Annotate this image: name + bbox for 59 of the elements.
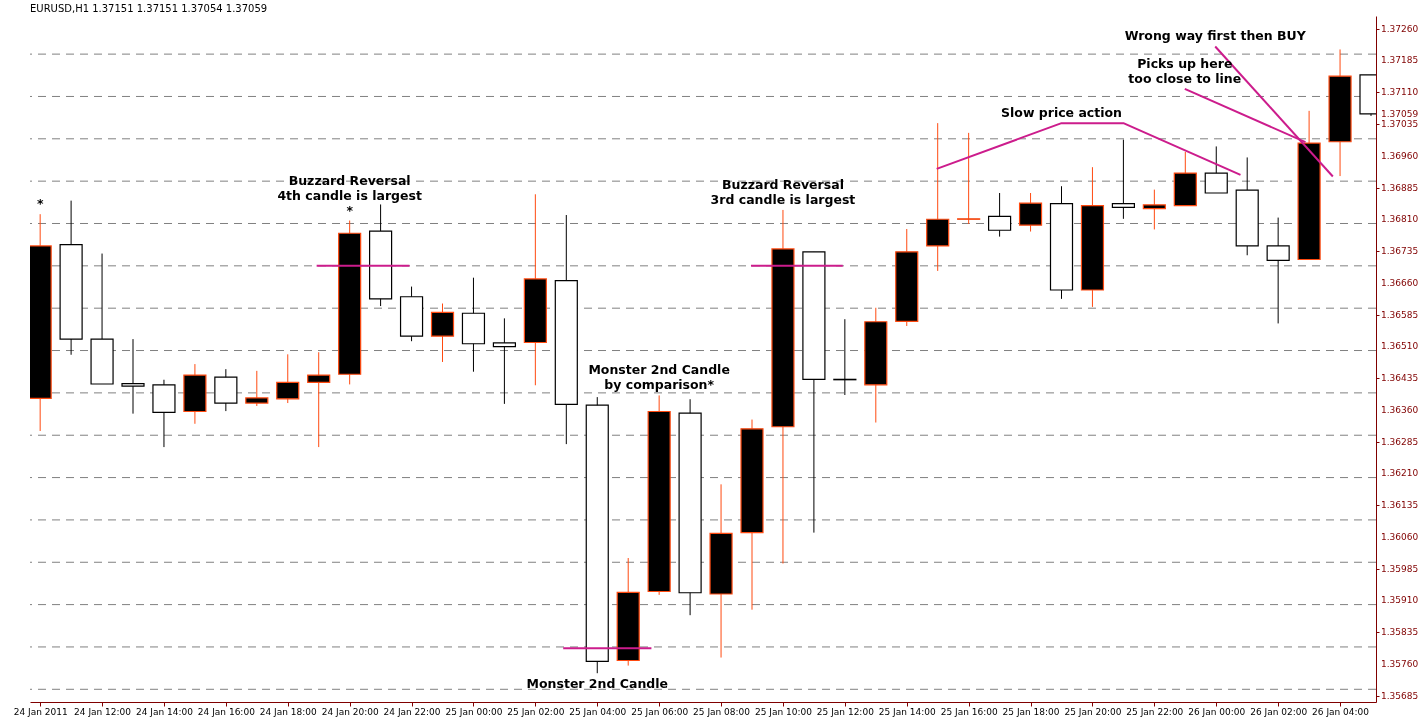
- x-tick-label: 24 Jan 2011: [13, 706, 68, 717]
- annotation: 3rd candle is largest: [710, 191, 856, 207]
- y-tick-label: 1.36135: [1381, 500, 1418, 511]
- y-tick-label: 1.37260: [1381, 23, 1418, 34]
- x-tick-label: 25 Jan 22:00: [1126, 706, 1184, 717]
- annotation: by comparison*: [604, 377, 715, 393]
- x-tick-label: 26 Jan 02:00: [1250, 706, 1308, 717]
- x-tick-label: 25 Jan 08:00: [693, 706, 751, 717]
- x-tick-label: 24 Jan 12:00: [74, 706, 132, 717]
- annotation: *: [36, 196, 44, 212]
- y-tick-label: 1.36885: [1381, 182, 1418, 193]
- x-tick-label: 26 Jan 00:00: [1188, 706, 1246, 717]
- y-tick-label: 1.36810: [1381, 214, 1418, 225]
- x-tick-label: 24 Jan 20:00: [321, 706, 379, 717]
- y-tick-label: 1.35910: [1381, 595, 1418, 606]
- y-tick-label: 1.36210: [1381, 468, 1418, 479]
- x-tick-label: 25 Jan 10:00: [754, 706, 813, 717]
- annotation: Buzzard Reversal: [721, 176, 844, 192]
- x-tick-label: 25 Jan 12:00: [816, 706, 875, 717]
- y-tick-label: 1.36435: [1381, 373, 1418, 384]
- annotation: Slow price action: [1000, 105, 1123, 121]
- annotation: Monster 2nd Candle: [588, 362, 730, 378]
- y-tick-label: 1.36360: [1381, 404, 1418, 415]
- y-tick-label: 1.36060: [1381, 531, 1418, 542]
- x-tick-label: 25 Jan 04:00: [569, 706, 627, 717]
- x-tick-label: 24 Jan 14:00: [135, 706, 194, 717]
- x-tick-label: 25 Jan 06:00: [631, 706, 689, 717]
- x-tick-label: 26 Jan 04:00: [1312, 706, 1370, 717]
- x-tick-label: 24 Jan 18:00: [259, 706, 318, 717]
- y-tick-label: 1.36285: [1381, 436, 1418, 447]
- annotation: 4th candle is largest: [277, 187, 422, 203]
- y-tick-label: 1.35760: [1381, 658, 1418, 669]
- y-tick-label: 1.36585: [1381, 309, 1418, 320]
- y-tick-label: 1.36510: [1381, 341, 1418, 352]
- x-tick-label: 25 Jan 02:00: [507, 706, 565, 717]
- y-tick-label: 1.37185: [1381, 55, 1418, 66]
- x-tick-label: 24 Jan 16:00: [197, 706, 256, 717]
- annotation: Buzzard Reversal: [288, 172, 411, 188]
- x-tick-label: 25 Jan 16:00: [940, 706, 998, 717]
- annotation: too close to line: [1128, 70, 1242, 86]
- annotation: *: [346, 202, 354, 218]
- y-tick-label: 1.36960: [1381, 150, 1418, 161]
- annotation: Picks up here: [1137, 55, 1233, 71]
- chart-title: EURUSD,H1 1.37151 1.37151 1.37054 1.37059: [30, 3, 268, 14]
- y-tick-label: 1.37110: [1381, 87, 1418, 98]
- y-tick-label: 1.35985: [1381, 563, 1418, 574]
- y-tick-label: 1.36735: [1381, 246, 1418, 257]
- x-tick-label: 24 Jan 22:00: [383, 706, 441, 717]
- x-tick-label: 25 Jan 00:00: [445, 706, 503, 717]
- annotation: Monster 2nd Candle: [526, 676, 668, 692]
- x-tick-label: 25 Jan 20:00: [1064, 706, 1122, 717]
- y-tick-label: 1.37035: [1381, 118, 1418, 129]
- y-tick-label: 1.36660: [1381, 277, 1418, 288]
- annotation: Wrong way first then BUY: [1124, 28, 1307, 44]
- x-tick-label: 25 Jan 14:00: [878, 706, 937, 717]
- y-tick-label: 1.35685: [1381, 690, 1418, 701]
- y-tick-label: 1.37059: [1381, 108, 1418, 119]
- y-tick-label: 1.35835: [1381, 627, 1418, 638]
- x-tick-label: 25 Jan 18:00: [1002, 706, 1060, 717]
